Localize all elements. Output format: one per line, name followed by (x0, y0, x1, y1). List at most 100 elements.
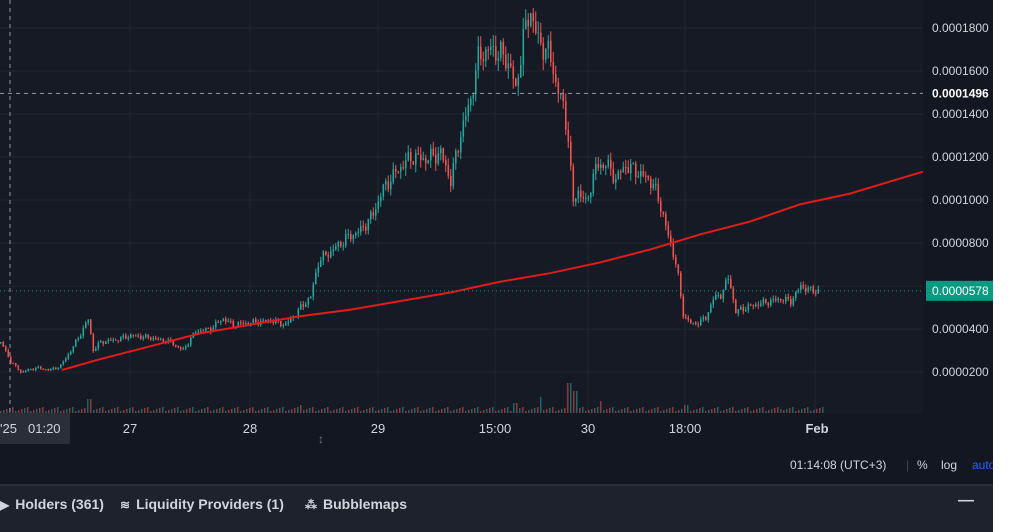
liquidity-icon: ≋ (120, 498, 131, 512)
candle-body (107, 339, 110, 342)
candle-body (152, 337, 155, 340)
volume-bar (366, 409, 368, 413)
volume-bar (486, 409, 488, 413)
volume-bar (267, 407, 269, 413)
candle-body (85, 322, 87, 328)
volume-bar (504, 408, 506, 413)
percent-toggle[interactable]: % (917, 458, 928, 472)
volume-bar (552, 407, 554, 413)
price-chart[interactable] (0, 0, 1023, 413)
volume-bar (39, 408, 41, 413)
candle-body (307, 298, 310, 305)
candle-body (712, 299, 715, 305)
candle-body (237, 322, 240, 327)
volume-bar (513, 403, 515, 413)
candle-body (210, 328, 212, 332)
volume-bar (708, 410, 710, 413)
tab-holders[interactable]: ▶ Holders (361) (0, 496, 104, 512)
volume-bar (663, 410, 665, 413)
volume-bar (711, 409, 713, 413)
candle-body (77, 338, 80, 340)
candle-body (132, 334, 135, 336)
candle-body (817, 289, 820, 293)
candle-body (317, 266, 320, 273)
volume-bar (612, 407, 614, 413)
candle-body (57, 367, 60, 370)
candle-body (480, 46, 482, 60)
tab-bubblemaps[interactable]: ⁂ Bubblemaps (305, 496, 408, 512)
candle-body (782, 300, 785, 302)
candle-body (297, 309, 300, 317)
candle-body (90, 319, 92, 335)
candle-body (725, 280, 727, 290)
candle-body (322, 251, 325, 261)
candle-body (247, 323, 250, 325)
volume-bar (201, 409, 203, 413)
volume-bar (36, 409, 38, 413)
candle-body (580, 190, 582, 198)
status-bar: 01:14:08 (UTC+3) | % log auto ↕ (0, 432, 993, 484)
candle-body (660, 200, 662, 212)
volume-bar (117, 407, 119, 413)
volume-bar (24, 408, 26, 413)
volume-bar (591, 409, 593, 413)
candle-body (472, 94, 475, 99)
volume-bar (165, 411, 167, 413)
volume-bar (606, 409, 608, 413)
candle-body (537, 32, 540, 34)
volume-bar (144, 408, 146, 413)
crosshair-price-label: 0.0001496 (932, 86, 989, 100)
crosshair-price-tag (926, 83, 993, 104)
candle-body (745, 309, 747, 312)
candle-body (32, 368, 35, 371)
candle-body (305, 304, 307, 307)
log-toggle[interactable]: log (941, 458, 958, 472)
candle-body (447, 165, 450, 176)
minimize-button[interactable]: — (958, 492, 974, 509)
candle-body (92, 334, 95, 351)
candle-body (727, 278, 730, 281)
candle-body (197, 331, 200, 333)
y-tick-label: 0.0000200 (932, 365, 989, 379)
candle-body (142, 337, 145, 339)
volume-bar (660, 411, 662, 413)
volume-bar (630, 411, 632, 413)
candle-body (462, 120, 465, 137)
candle-body (797, 289, 800, 292)
y-tick-label: 0.0000400 (932, 322, 989, 336)
candle-body (492, 45, 495, 47)
candle-body (615, 178, 617, 183)
candle-body (392, 168, 395, 182)
resize-handle-icon[interactable]: ↕ (318, 432, 324, 446)
candle-body (182, 348, 185, 350)
candle-body (327, 254, 330, 258)
price-axis[interactable]: 0.0001800 0.0001600 0.0001400 0.0001200 0.00… (923, 0, 993, 444)
volume-bar (204, 408, 206, 413)
candle-body (662, 211, 665, 214)
candle-body (332, 249, 335, 252)
volume-bar (804, 408, 806, 413)
volume-bar (99, 408, 101, 413)
volume-bar (666, 409, 668, 413)
volume-bar (438, 410, 440, 413)
time-axis[interactable]: '25 01:20 27 28 29 15:00 30 18:00 Feb (0, 413, 993, 444)
volume-bar (273, 410, 275, 413)
volume-bar (111, 409, 113, 413)
candle-body (710, 304, 712, 313)
volume-bar (558, 410, 560, 413)
candle-body (512, 66, 515, 79)
chart-area[interactable] (0, 0, 1023, 413)
volume-bar (609, 408, 611, 413)
candle-body (230, 320, 232, 322)
candle-body (777, 299, 780, 301)
volume-bar (738, 410, 740, 413)
candle-body (380, 196, 382, 202)
candle-body (17, 365, 20, 371)
volume-bar (210, 411, 212, 413)
auto-toggle[interactable]: auto (972, 458, 993, 472)
candle-body (562, 94, 565, 102)
tab-liquidity-providers[interactable]: ≋ Liquidity Providers (1) (120, 496, 284, 512)
x-tick-label: 15:00 (479, 421, 512, 436)
volume-bar (810, 411, 812, 413)
candle-body (487, 49, 490, 51)
